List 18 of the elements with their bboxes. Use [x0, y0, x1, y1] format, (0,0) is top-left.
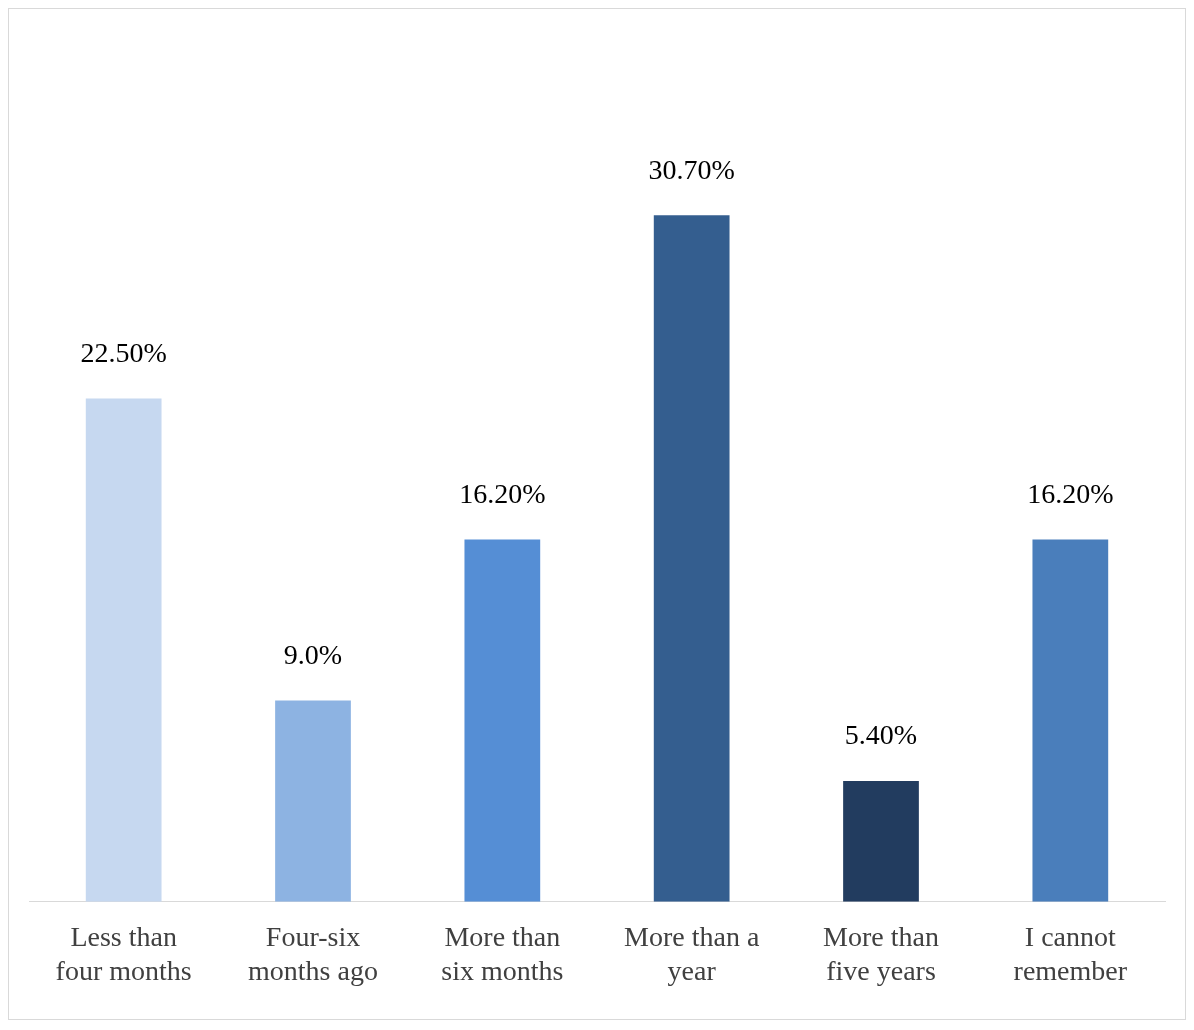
bar: [653, 215, 730, 902]
x-tick-label: More than six months: [441, 920, 564, 986]
data-label: 16.20%: [1027, 477, 1114, 509]
bar: [85, 398, 162, 902]
bar: [464, 539, 541, 902]
bar: [1032, 539, 1109, 902]
bar: [275, 700, 351, 902]
data-label: 5.40%: [844, 719, 918, 751]
data-label: 22.50%: [80, 336, 167, 368]
data-label: 30.70%: [648, 153, 735, 185]
x-tick-label: Less than four months: [55, 920, 192, 986]
data-label: 9.0%: [283, 638, 343, 670]
x-tick-label: More than five years: [823, 920, 939, 986]
bar: [843, 781, 919, 902]
x-tick-label: I cannot remember: [1013, 920, 1128, 986]
x-tick-label: More than a year: [624, 920, 760, 986]
x-tick-label: Four-six months ago: [248, 920, 378, 986]
data-label: 16.20%: [459, 477, 546, 509]
